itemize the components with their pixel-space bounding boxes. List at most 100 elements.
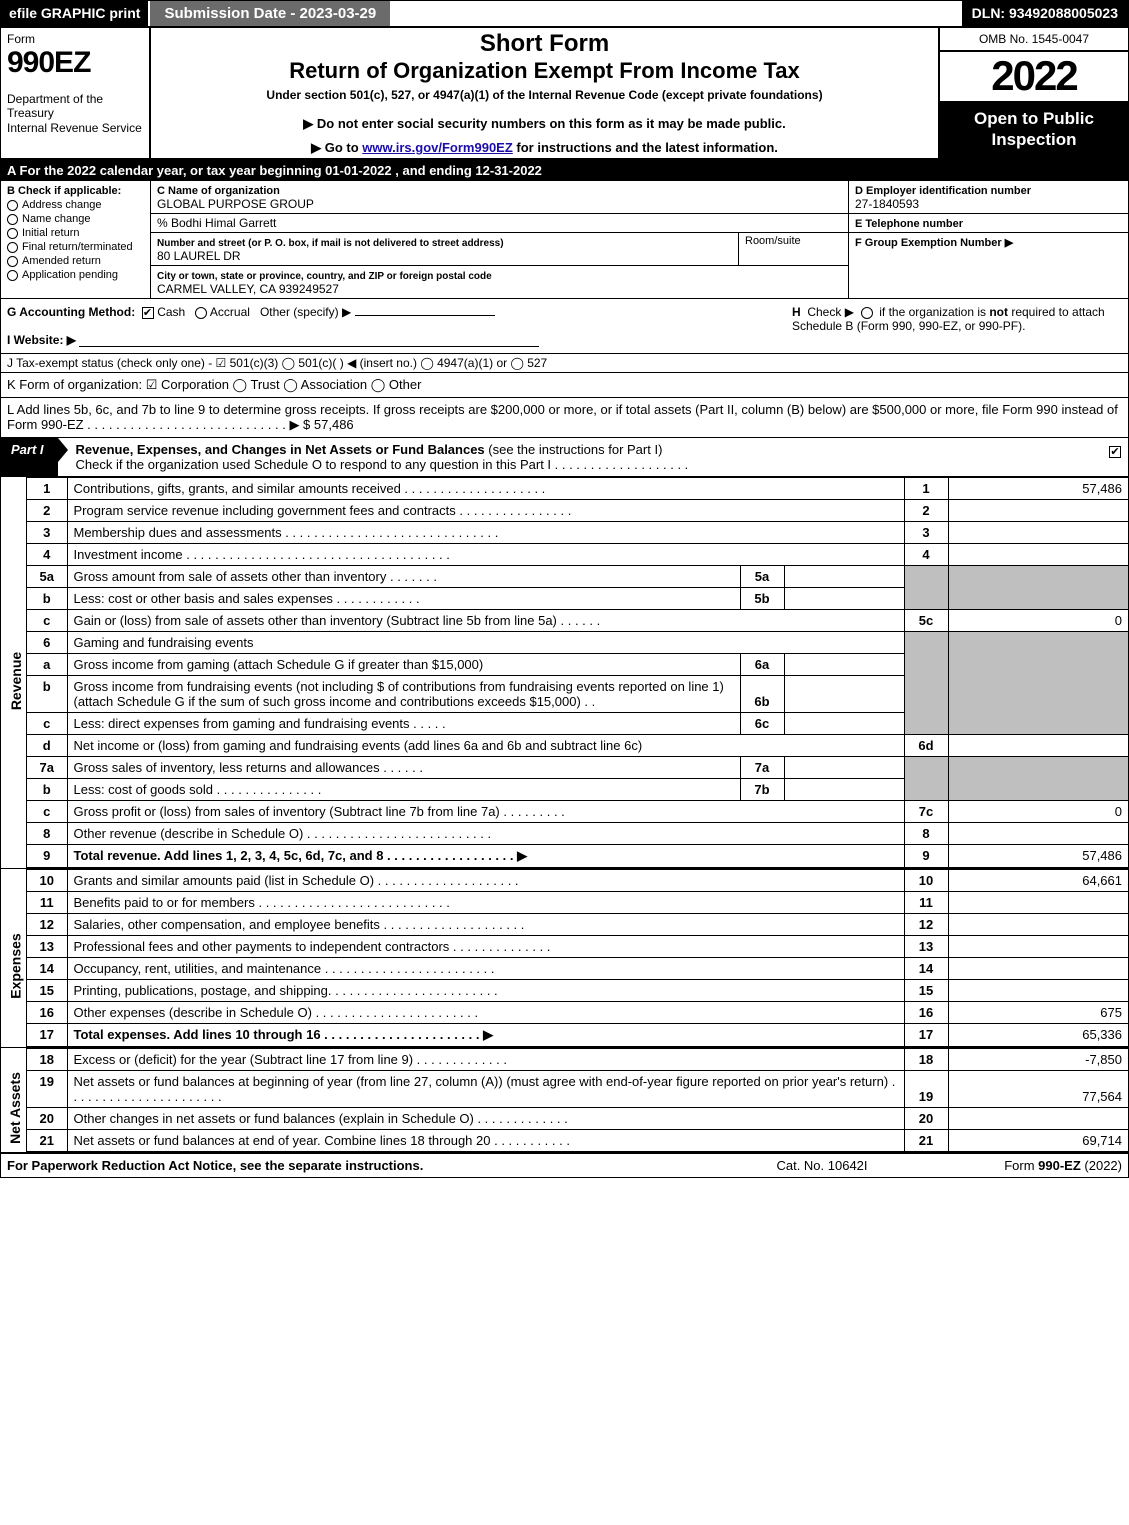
irs-link[interactable]: www.irs.gov/Form990EZ bbox=[362, 140, 513, 155]
omb-number: OMB No. 1545-0047 bbox=[940, 28, 1128, 52]
line-16: 16Other expenses (describe in Schedule O… bbox=[27, 1002, 1128, 1024]
checkbox-icon bbox=[7, 256, 18, 267]
col-b: B Check if applicable: Address change Na… bbox=[1, 181, 151, 298]
e-label: E Telephone number bbox=[855, 218, 963, 230]
org-name: GLOBAL PURPOSE GROUP bbox=[157, 197, 314, 211]
form-number: 990EZ bbox=[7, 46, 143, 80]
line-14: 14Occupancy, rent, utilities, and mainte… bbox=[27, 958, 1128, 980]
goto-pre: ▶ Go to bbox=[311, 140, 362, 155]
part-1-header: Part I Revenue, Expenses, and Changes in… bbox=[1, 438, 1128, 477]
col-def: D Employer identification number 27-1840… bbox=[848, 181, 1128, 298]
city-value: CARMEL VALLEY, CA 939249527 bbox=[157, 282, 339, 296]
paperwork-notice: For Paperwork Reduction Act Notice, see … bbox=[7, 1158, 722, 1173]
under-section: Under section 501(c), 527, or 4947(a)(1)… bbox=[157, 88, 932, 102]
address-value: 80 LAUREL DR bbox=[157, 249, 241, 263]
line-8: 8Other revenue (describe in Schedule O) … bbox=[27, 823, 1128, 845]
chk-address-change[interactable]: Address change bbox=[7, 199, 144, 211]
chk-amended-return[interactable]: Amended return bbox=[7, 255, 144, 267]
room-suite-cell: Room/suite bbox=[738, 233, 848, 266]
line-6: 6Gaming and fundraising events bbox=[27, 632, 1128, 654]
line-10: 10Grants and similar amounts paid (list … bbox=[27, 870, 1128, 892]
goto-note: ▶ Go to www.irs.gov/Form990EZ for instru… bbox=[157, 140, 932, 156]
city-label: City or town, state or province, country… bbox=[157, 271, 492, 282]
city-row: City or town, state or province, country… bbox=[151, 266, 848, 298]
row-l: L Add lines 5b, 6c, and 7b to line 9 to … bbox=[1, 398, 1128, 438]
line-9: 9Total revenue. Add lines 1, 2, 3, 4, 5c… bbox=[27, 845, 1128, 868]
line-2: 2Program service revenue including gover… bbox=[27, 500, 1128, 522]
header-right: OMB No. 1545-0047 2022 Open to Public In… bbox=[938, 28, 1128, 158]
expenses-side-label: Expenses bbox=[1, 869, 27, 1047]
efile-label[interactable]: efile GRAPHIC print bbox=[1, 1, 148, 26]
chk-name-change[interactable]: Name change bbox=[7, 213, 144, 225]
line-12: 12Salaries, other compensation, and empl… bbox=[27, 914, 1128, 936]
g-label: G Accounting Method: bbox=[7, 305, 135, 319]
chk-final-return[interactable]: Final return/terminated bbox=[7, 241, 144, 253]
c-name-label: C Name of organization bbox=[157, 185, 280, 197]
line-5c: cGain or (loss) from sale of assets othe… bbox=[27, 610, 1128, 632]
addr-label: Number and street (or P. O. box, if mail… bbox=[157, 238, 504, 249]
care-of-row: % Bodhi Himal Garrett bbox=[151, 214, 848, 233]
checkbox-icon bbox=[7, 228, 18, 239]
submission-date: Submission Date - 2023-03-29 bbox=[148, 1, 390, 26]
d-label: D Employer identification number bbox=[855, 185, 1031, 197]
line-5a: 5aGross amount from sale of assets other… bbox=[27, 566, 1128, 588]
section-bcdef: B Check if applicable: Address change Na… bbox=[1, 181, 1128, 299]
b-header: B Check if applicable: bbox=[7, 185, 144, 197]
line-4: 4Investment income . . . . . . . . . . .… bbox=[27, 544, 1128, 566]
revenue-side-label: Revenue bbox=[1, 477, 27, 868]
cash-checkbox[interactable] bbox=[142, 307, 154, 319]
cat-number: Cat. No. 10642I bbox=[722, 1158, 922, 1173]
revenue-table: 1Contributions, gifts, grants, and simil… bbox=[27, 477, 1128, 868]
row-i: I Website: ▶ bbox=[7, 333, 792, 347]
line-6d: dNet income or (loss) from gaming and fu… bbox=[27, 735, 1128, 757]
line-19: 19Net assets or fund balances at beginni… bbox=[27, 1071, 1128, 1108]
checkbox-icon bbox=[7, 200, 18, 211]
line-13: 13Professional fees and other payments t… bbox=[27, 936, 1128, 958]
part-1-title: Revenue, Expenses, and Changes in Net As… bbox=[58, 438, 1102, 476]
dln-label: DLN: 93492088005023 bbox=[962, 1, 1128, 26]
row-j: J Tax-exempt status (check only one) - ☑… bbox=[1, 354, 1128, 373]
page-footer: For Paperwork Reduction Act Notice, see … bbox=[1, 1154, 1128, 1177]
header-left: Form 990EZ Department of the Treasury In… bbox=[1, 28, 151, 158]
address-row: Number and street (or P. O. box, if mail… bbox=[151, 233, 848, 266]
form-header: Form 990EZ Department of the Treasury In… bbox=[1, 28, 1128, 160]
h-checkbox[interactable] bbox=[861, 307, 873, 319]
checkbox-icon bbox=[7, 214, 18, 225]
open-public: Open to Public Inspection bbox=[940, 101, 1128, 158]
netassets-table: 18Excess or (deficit) for the year (Subt… bbox=[27, 1048, 1128, 1152]
expenses-section: Expenses 10Grants and similar amounts pa… bbox=[1, 869, 1128, 1048]
expenses-table: 10Grants and similar amounts paid (list … bbox=[27, 869, 1128, 1047]
part-1-checkbox[interactable] bbox=[1102, 438, 1128, 476]
line-17: 17Total expenses. Add lines 10 through 1… bbox=[27, 1024, 1128, 1047]
form-word: Form bbox=[7, 32, 143, 46]
netassets-side-label: Net Assets bbox=[1, 1048, 27, 1152]
revenue-section: Revenue 1Contributions, gifts, grants, a… bbox=[1, 477, 1128, 869]
part-1-tab: Part I bbox=[1, 438, 58, 476]
goto-post: for instructions and the latest informat… bbox=[513, 140, 778, 155]
other-line bbox=[355, 315, 495, 316]
c-name-row: C Name of organization GLOBAL PURPOSE GR… bbox=[151, 181, 848, 214]
line-18: 18Excess or (deficit) for the year (Subt… bbox=[27, 1049, 1128, 1071]
d-ein: D Employer identification number 27-1840… bbox=[849, 181, 1128, 214]
line-7a: 7aGross sales of inventory, less returns… bbox=[27, 757, 1128, 779]
accrual-checkbox[interactable] bbox=[195, 307, 207, 319]
spacer bbox=[390, 1, 961, 26]
main-title: Return of Organization Exempt From Incom… bbox=[157, 58, 932, 84]
form-990ez-page: efile GRAPHIC print Submission Date - 20… bbox=[0, 0, 1129, 1178]
line-7c: cGross profit or (loss) from sales of in… bbox=[27, 801, 1128, 823]
ein-value: 27-1840593 bbox=[855, 197, 919, 211]
line-1: 1Contributions, gifts, grants, and simil… bbox=[27, 478, 1128, 500]
row-g-h: G Accounting Method: Cash Accrual Other … bbox=[1, 299, 1128, 354]
line-3: 3Membership dues and assessments . . . .… bbox=[27, 522, 1128, 544]
line-11: 11Benefits paid to or for members . . . … bbox=[27, 892, 1128, 914]
line-15: 15Printing, publications, postage, and s… bbox=[27, 980, 1128, 1002]
top-bar: efile GRAPHIC print Submission Date - 20… bbox=[1, 1, 1128, 28]
f-group: F Group Exemption Number ▶ bbox=[849, 233, 1128, 251]
chk-application-pending[interactable]: Application pending bbox=[7, 269, 144, 281]
col-c: C Name of organization GLOBAL PURPOSE GR… bbox=[151, 181, 848, 298]
header-mid: Short Form Return of Organization Exempt… bbox=[151, 28, 938, 158]
chk-initial-return[interactable]: Initial return bbox=[7, 227, 144, 239]
e-phone: E Telephone number bbox=[849, 214, 1128, 233]
checkbox-icon bbox=[7, 242, 18, 253]
address-cell: Number and street (or P. O. box, if mail… bbox=[151, 233, 738, 266]
